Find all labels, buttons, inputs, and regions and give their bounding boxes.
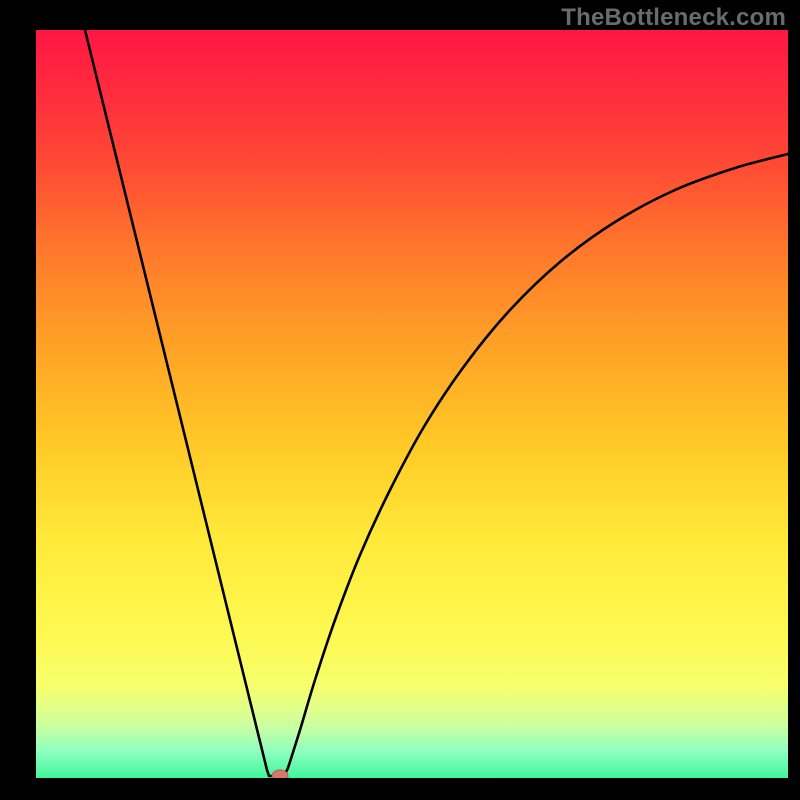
bottleneck-curve [85,30,788,776]
frame-border-bottom [0,778,800,800]
frame-border-left [0,30,36,778]
watermark-text: TheBottleneck.com [561,4,786,32]
frame-border-right [788,30,800,778]
chart-container: TheBottleneck.com [0,0,800,800]
curve-layer [0,0,800,800]
